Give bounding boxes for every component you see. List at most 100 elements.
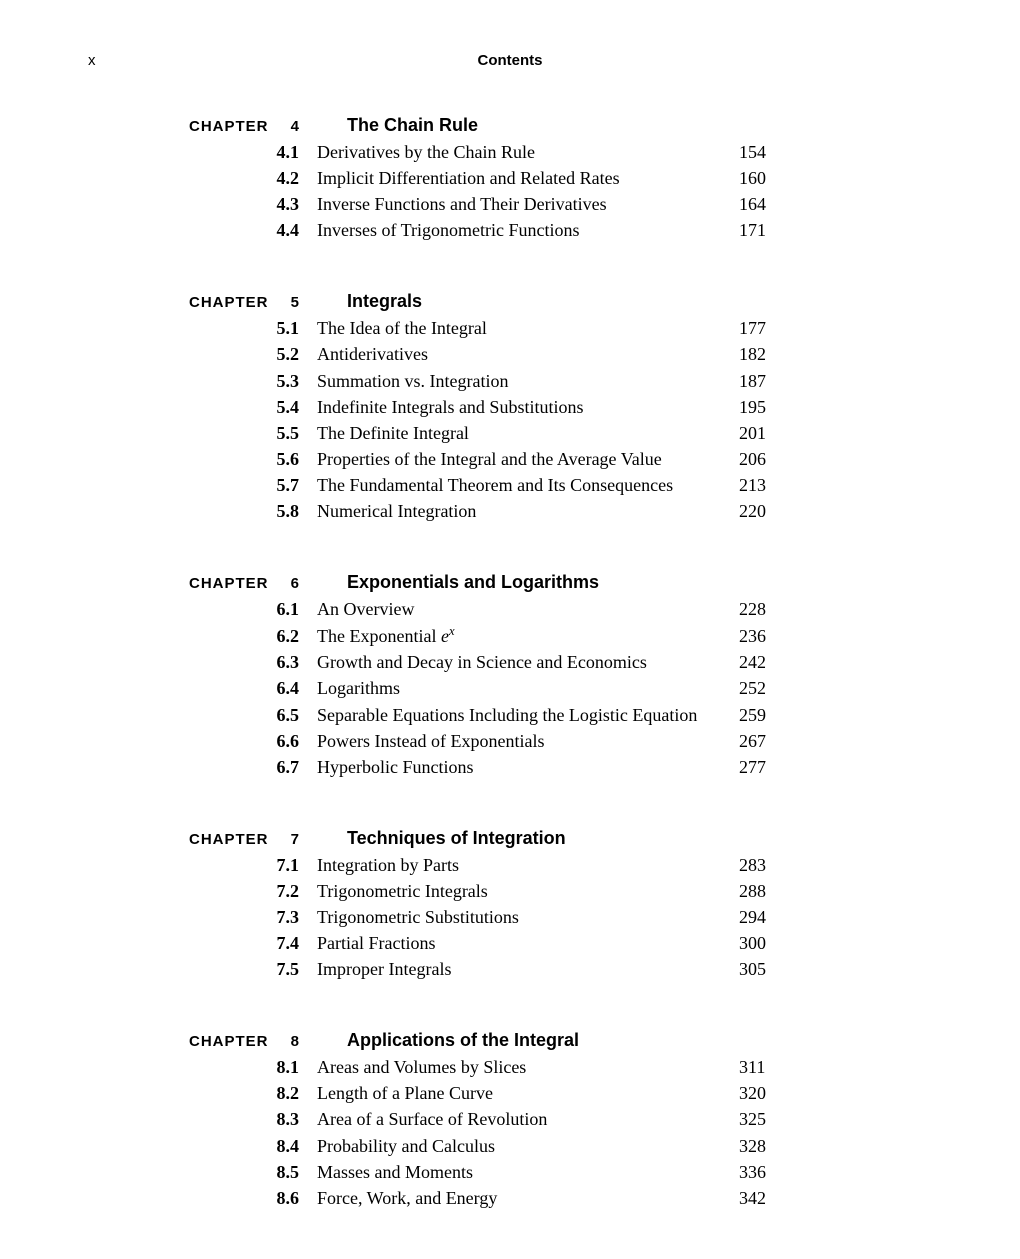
section-title: Separable Equations Including the Logist… bbox=[317, 702, 739, 728]
section-page: 294 bbox=[739, 904, 789, 930]
section-title: Implicit Differentiation and Related Rat… bbox=[317, 165, 739, 191]
section-title: Summation vs. Integration bbox=[317, 368, 739, 394]
section-title: Probability and Calculus bbox=[317, 1133, 739, 1159]
section-page: 220 bbox=[739, 498, 789, 524]
section-number: 7.1 bbox=[189, 852, 299, 878]
chapter-number: 4 bbox=[279, 118, 299, 135]
section-number: 6.1 bbox=[189, 596, 299, 622]
section-title: Growth and Decay in Science and Economic… bbox=[317, 649, 739, 675]
section-row: 6.6 Powers Instead of Exponentials267 bbox=[189, 728, 789, 754]
section-number: 6.2 bbox=[189, 623, 299, 649]
section-title: The Idea of the Integral bbox=[317, 315, 739, 341]
chapter-word: CHAPTER bbox=[189, 831, 279, 848]
section-page: 201 bbox=[739, 420, 789, 446]
section-row: 6.5Separable Equations Including the Log… bbox=[189, 702, 789, 728]
section-row: 8.3Area of a Surface of Revolution325 bbox=[189, 1106, 789, 1132]
section-number: 4.2 bbox=[189, 165, 299, 191]
section-title: Integration by Parts bbox=[317, 852, 739, 878]
section-page: 325 bbox=[739, 1106, 789, 1132]
section-title: Antiderivatives bbox=[317, 341, 739, 367]
section-page: 160 bbox=[739, 165, 789, 191]
chapter-word: CHAPTER bbox=[189, 118, 279, 135]
section-row: 5.4Indefinite Integrals and Substitution… bbox=[189, 394, 789, 420]
section-page: 267 bbox=[739, 728, 789, 754]
section-page: 177 bbox=[739, 315, 789, 341]
section-row: 5.6 Properties of the Integral and the Av… bbox=[189, 446, 789, 472]
section-page: 236 bbox=[739, 623, 789, 649]
chapter-word: CHAPTER bbox=[189, 575, 279, 592]
section-row: 4.1Derivatives by the Chain Rule154 bbox=[189, 139, 789, 165]
chapter-title: Exponentials and Logarithms bbox=[347, 572, 599, 593]
chapter-number: 5 bbox=[279, 294, 299, 311]
section-row: 5.2Antiderivatives182 bbox=[189, 341, 789, 367]
chapter-word: CHAPTER bbox=[189, 294, 279, 311]
section-number: 8.2 bbox=[189, 1080, 299, 1106]
section-row: 8.5Masses and Moments336 bbox=[189, 1159, 789, 1185]
section-row: 8.1Areas and Volumes by Slices311 bbox=[189, 1054, 789, 1080]
section-number: 5.1 bbox=[189, 315, 299, 341]
section-title: Numerical Integration bbox=[317, 498, 739, 524]
chapter-heading: CHAPTER7Techniques of Integration bbox=[189, 828, 789, 849]
section-row: 4.3Inverse Functions and Their Derivativ… bbox=[189, 191, 789, 217]
section-number: 4.4 bbox=[189, 217, 299, 243]
section-row: 7.3Trigonometric Substitutions294 bbox=[189, 904, 789, 930]
chapter-block: CHAPTER5 Integrals 5.1 The Idea of the Inte… bbox=[189, 291, 789, 524]
section-title: Indefinite Integrals and Substitutions bbox=[317, 394, 739, 420]
section-number: 6.4 bbox=[189, 675, 299, 701]
section-page: 311 bbox=[739, 1054, 789, 1080]
chapter-heading: CHAPTER8Applications of the Integral bbox=[189, 1030, 789, 1051]
table-of-contents: CHAPTER4The Chain Rule4.1Derivatives by … bbox=[189, 115, 789, 1259]
section-number: 6.6 bbox=[189, 728, 299, 754]
section-row: 5.3 Summation vs. Integration187 bbox=[189, 368, 789, 394]
chapter-number: 8 bbox=[279, 1033, 299, 1050]
section-page: 213 bbox=[739, 472, 789, 498]
section-title: Hyperbolic Functions bbox=[317, 754, 739, 780]
section-page: 182 bbox=[739, 341, 789, 367]
section-title: Length of a Plane Curve bbox=[317, 1080, 739, 1106]
section-page: 288 bbox=[739, 878, 789, 904]
section-number: 5.6 bbox=[189, 446, 299, 472]
section-title: The Definite Integral bbox=[317, 420, 739, 446]
section-number: 5.3 bbox=[189, 368, 299, 394]
section-page: 300 bbox=[739, 930, 789, 956]
section-page: 305 bbox=[739, 956, 789, 982]
section-row: 6.3 Growth and Decay in Science and Econo… bbox=[189, 649, 789, 675]
contents-title: Contents bbox=[0, 52, 1020, 69]
section-page: 252 bbox=[739, 675, 789, 701]
section-number: 4.1 bbox=[189, 139, 299, 165]
section-number: 8.3 bbox=[189, 1106, 299, 1132]
section-number: 6.7 bbox=[189, 754, 299, 780]
section-row: 7.4Partial Fractions300 bbox=[189, 930, 789, 956]
section-row: 7.1 Integration by Parts283 bbox=[189, 852, 789, 878]
section-page: 206 bbox=[739, 446, 789, 472]
chapter-title: Applications of the Integral bbox=[347, 1030, 579, 1051]
section-number: 5.7 bbox=[189, 472, 299, 498]
section-number: 8.4 bbox=[189, 1133, 299, 1159]
section-page: 242 bbox=[739, 649, 789, 675]
section-row: 5.7 The Fundamental Theorem and Its Conse… bbox=[189, 472, 789, 498]
section-title: The Fundamental Theorem and Its Conseque… bbox=[317, 472, 739, 498]
section-row: 5.5The Definite Integral201 bbox=[189, 420, 789, 446]
section-row: 6.1An Overview228 bbox=[189, 596, 789, 622]
chapter-title: Integrals bbox=[347, 291, 422, 312]
section-title: Logarithms bbox=[317, 675, 739, 701]
section-page: 187 bbox=[739, 368, 789, 394]
section-number: 7.2 bbox=[189, 878, 299, 904]
section-number: 6.3 bbox=[189, 649, 299, 675]
section-row: 7.5Improper Integrals305 bbox=[189, 956, 789, 982]
section-page: 320 bbox=[739, 1080, 789, 1106]
chapter-heading: CHAPTER6 Exponentials and Logarithms bbox=[189, 572, 789, 593]
section-title: Powers Instead of Exponentials bbox=[317, 728, 739, 754]
section-title: Properties of the Integral and the Avera… bbox=[317, 446, 739, 472]
chapter-block: CHAPTER7Techniques of Integration 7.1 Inte… bbox=[189, 828, 789, 982]
section-title: Derivatives by the Chain Rule bbox=[317, 139, 739, 165]
section-title: Partial Fractions bbox=[317, 930, 739, 956]
section-row: 6.4 Logarithms252 bbox=[189, 675, 789, 701]
chapter-block: CHAPTER4The Chain Rule4.1Derivatives by … bbox=[189, 115, 789, 243]
chapter-number: 6 bbox=[279, 575, 299, 592]
section-title: Masses and Moments bbox=[317, 1159, 739, 1185]
section-number: 8.1 bbox=[189, 1054, 299, 1080]
section-page: 277 bbox=[739, 754, 789, 780]
section-page: 283 bbox=[739, 852, 789, 878]
section-page: 336 bbox=[739, 1159, 789, 1185]
